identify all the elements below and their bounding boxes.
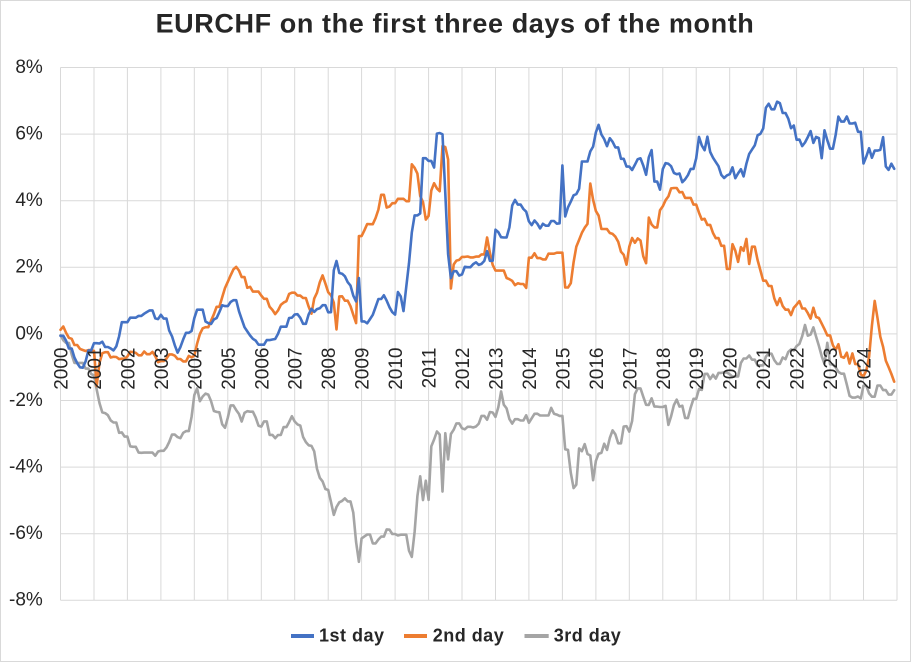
svg-text:2013: 2013 bbox=[487, 348, 508, 390]
svg-text:2010: 2010 bbox=[386, 348, 407, 390]
svg-text:6%: 6% bbox=[15, 124, 43, 145]
svg-text:-6%: -6% bbox=[9, 523, 43, 544]
svg-text:2007: 2007 bbox=[286, 348, 307, 390]
svg-text:EURCHF on the first three days: EURCHF on the first three days of the mo… bbox=[156, 9, 755, 39]
svg-text:2003: 2003 bbox=[152, 348, 173, 390]
svg-text:2021: 2021 bbox=[754, 348, 775, 390]
svg-text:-2%: -2% bbox=[9, 390, 43, 411]
svg-text:4%: 4% bbox=[15, 190, 43, 211]
svg-text:2%: 2% bbox=[15, 257, 43, 278]
svg-text:-8%: -8% bbox=[9, 590, 43, 611]
svg-text:2019: 2019 bbox=[687, 348, 708, 390]
svg-text:3rd day: 3rd day bbox=[554, 626, 622, 646]
svg-text:2020: 2020 bbox=[721, 348, 742, 390]
svg-text:0%: 0% bbox=[15, 323, 43, 344]
svg-text:2001: 2001 bbox=[85, 348, 106, 390]
svg-text:-4%: -4% bbox=[9, 457, 43, 478]
svg-text:2008: 2008 bbox=[319, 348, 340, 390]
svg-text:2015: 2015 bbox=[553, 348, 574, 390]
svg-text:2011: 2011 bbox=[420, 348, 441, 389]
svg-text:2002: 2002 bbox=[118, 348, 139, 390]
svg-text:2nd day: 2nd day bbox=[433, 626, 505, 646]
svg-text:2006: 2006 bbox=[252, 348, 273, 390]
svg-text:1st day: 1st day bbox=[319, 626, 385, 646]
svg-text:2017: 2017 bbox=[620, 348, 641, 390]
svg-text:2000: 2000 bbox=[52, 348, 73, 390]
svg-text:2014: 2014 bbox=[520, 347, 541, 390]
svg-text:2005: 2005 bbox=[219, 348, 240, 390]
svg-text:2018: 2018 bbox=[654, 348, 675, 390]
svg-text:2009: 2009 bbox=[353, 348, 374, 390]
svg-text:2016: 2016 bbox=[587, 348, 608, 390]
svg-text:8%: 8% bbox=[15, 57, 43, 78]
svg-text:2012: 2012 bbox=[453, 348, 474, 390]
svg-text:2023: 2023 bbox=[821, 348, 842, 390]
svg-text:2004: 2004 bbox=[185, 347, 206, 390]
svg-text:2024: 2024 bbox=[855, 347, 876, 390]
svg-text:2022: 2022 bbox=[788, 348, 809, 390]
